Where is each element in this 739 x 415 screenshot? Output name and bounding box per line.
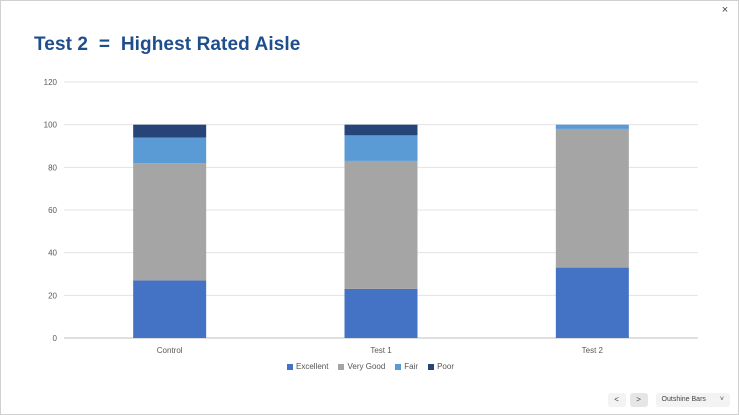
chart-legend: Excellent Very Good Fair Poor [1,362,739,371]
legend-label: Very Good [347,362,386,371]
x-tick-label: Test 1 [370,346,392,355]
bar-segment-fair-test-1 [344,135,418,161]
bar-segment-excellent-test-1 [344,288,418,338]
legend-swatch [428,363,435,370]
bar-segment-poor-test-1 [344,124,418,136]
chevron-down-icon: ˅ [719,396,724,403]
legend-swatch [395,363,402,370]
y-tick-label: 0 [53,334,58,343]
y-tick-label: 60 [48,206,57,215]
bar-segment-excellent-control [133,280,207,338]
legend-label: Fair [404,362,419,371]
y-tick-label: 80 [48,163,57,172]
x-tick-label: Control [157,346,183,355]
y-tick-label: 40 [48,249,57,258]
x-tick-label: Test 2 [582,346,604,355]
legend-swatch [338,363,345,370]
slide-controls: < > Outshine Bars ˅ [607,391,730,409]
page-title: Test 2 = Highest Rated Aisle [34,34,301,55]
stacked-bar-chart: 0 20 40 60 80 100 120 Control Test 1 Test 2 [44,78,698,355]
y-tick-label: 120 [44,78,58,87]
bar-segment-very-good-test-2 [555,128,629,268]
previous-button[interactable]: < [607,393,626,407]
legend-swatch [287,363,294,370]
bar-segment-excellent-test-2 [555,267,629,338]
next-button[interactable]: > [629,393,648,407]
y-tick-label: 100 [44,121,58,130]
dropdown-label: Outshine Bars [661,396,706,403]
bar-segment-very-good-control [133,163,207,281]
view-dropdown[interactable]: Outshine Bars ˅ [655,393,730,407]
legend-label: Excellent [296,362,329,371]
bar-segment-very-good-test-1 [344,160,418,289]
legend-item: Fair [395,362,418,371]
close-icon[interactable]: × [721,4,729,16]
legend-label: Poor [437,362,454,371]
bar-segment-poor-control [133,124,207,138]
legend-item: Very Good [338,362,385,371]
y-tick-label: 20 [48,291,57,300]
legend-item: Poor [428,362,454,371]
bar-segment-fair-control [133,137,207,164]
bar-segment-fair-test-2 [555,124,629,129]
legend-item: Excellent [287,362,328,371]
